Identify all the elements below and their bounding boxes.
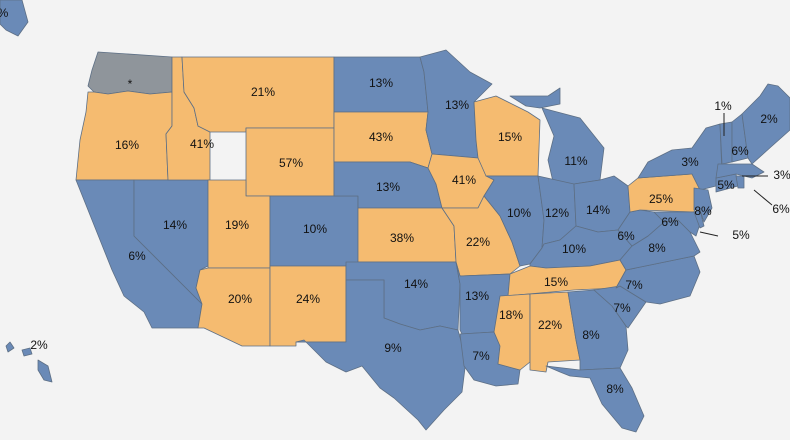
state-label-sd: 43% [369,130,393,144]
state-label-nc: 7% [625,278,643,292]
state-label-ak: % [0,6,9,20]
state-label-ma: 3% [773,168,790,182]
state-label-ky: 10% [562,242,586,256]
state-label-az: 20% [228,292,252,306]
state-label-fl: 8% [606,382,624,396]
state-label-nd: 13% [369,76,393,90]
state-az [195,267,271,347]
state-label-mt: 21% [251,85,275,99]
state-label-ms: 18% [499,308,523,322]
state-label-sc: 7% [613,301,631,315]
state-labels: * 16% 6% 14% 41% 21% 57% 19% 20% 10% 24% 13% 43% 13% 3… [0,6,790,396]
state-label-ks: 38% [390,231,414,245]
state-nj [693,187,713,223]
state-de [693,209,705,229]
state-label-hi: 2% [30,338,48,352]
leader-line-ri [753,189,773,206]
state-label-wa: * [128,77,133,91]
state-label-va: 8% [648,241,666,255]
state-label-ia: 41% [452,173,476,187]
state-label-ga: 8% [582,328,600,342]
state-ri [735,175,745,189]
state-label-co: 10% [303,222,327,236]
state-label-wv: 6% [617,229,635,243]
state-label-il: 10% [507,206,531,220]
state-fl [545,365,645,433]
state-label-mi: 11% [564,154,587,168]
state-hi [5,341,53,383]
state-or [75,90,173,181]
state-ms [493,293,531,371]
state-ak [0,0,29,37]
state-label-me: 2% [760,112,778,126]
leader-lines [699,113,773,237]
state-label-ri: 6% [772,202,790,216]
state-label-de: 5% [732,228,750,242]
state-label-tx: 9% [384,341,402,355]
state-label-wy: 57% [279,156,303,170]
state-label-mo: 22% [466,235,490,249]
state-label-al: 22% [538,318,562,332]
state-label-nh: 6% [731,144,749,158]
state-label-wi: 15% [498,130,522,144]
state-label-tn: 15% [544,275,568,289]
state-wi [473,95,541,177]
state-label-nj: 8% [694,204,712,218]
state-label-vt: 1% [714,99,732,113]
state-label-la: 7% [472,349,490,363]
state-label-ca: 6% [128,249,146,263]
state-label-oh: 14% [586,203,610,217]
state-label-ny: 3% [681,155,699,169]
state-label-md: 6% [661,215,679,229]
state-label-pa: 25% [649,192,673,206]
state-tx [295,279,467,431]
state-label-ne: 13% [376,180,400,194]
state-label-nm: 24% [296,292,320,306]
state-label-mn: 13% [445,98,469,112]
state-label-in: 12% [545,206,569,220]
state-label-ut: 19% [225,218,249,232]
leader-line-de [699,231,719,237]
state-label-nv: 14% [163,218,187,232]
state-label-ok: 14% [404,277,428,291]
state-label-id: 41% [190,137,214,151]
state-label-ct: 5% [717,178,735,192]
state-me [741,83,790,165]
state-label-or: 16% [115,138,139,152]
state-label-ar: 13% [465,289,489,303]
state-vt [719,121,733,165]
